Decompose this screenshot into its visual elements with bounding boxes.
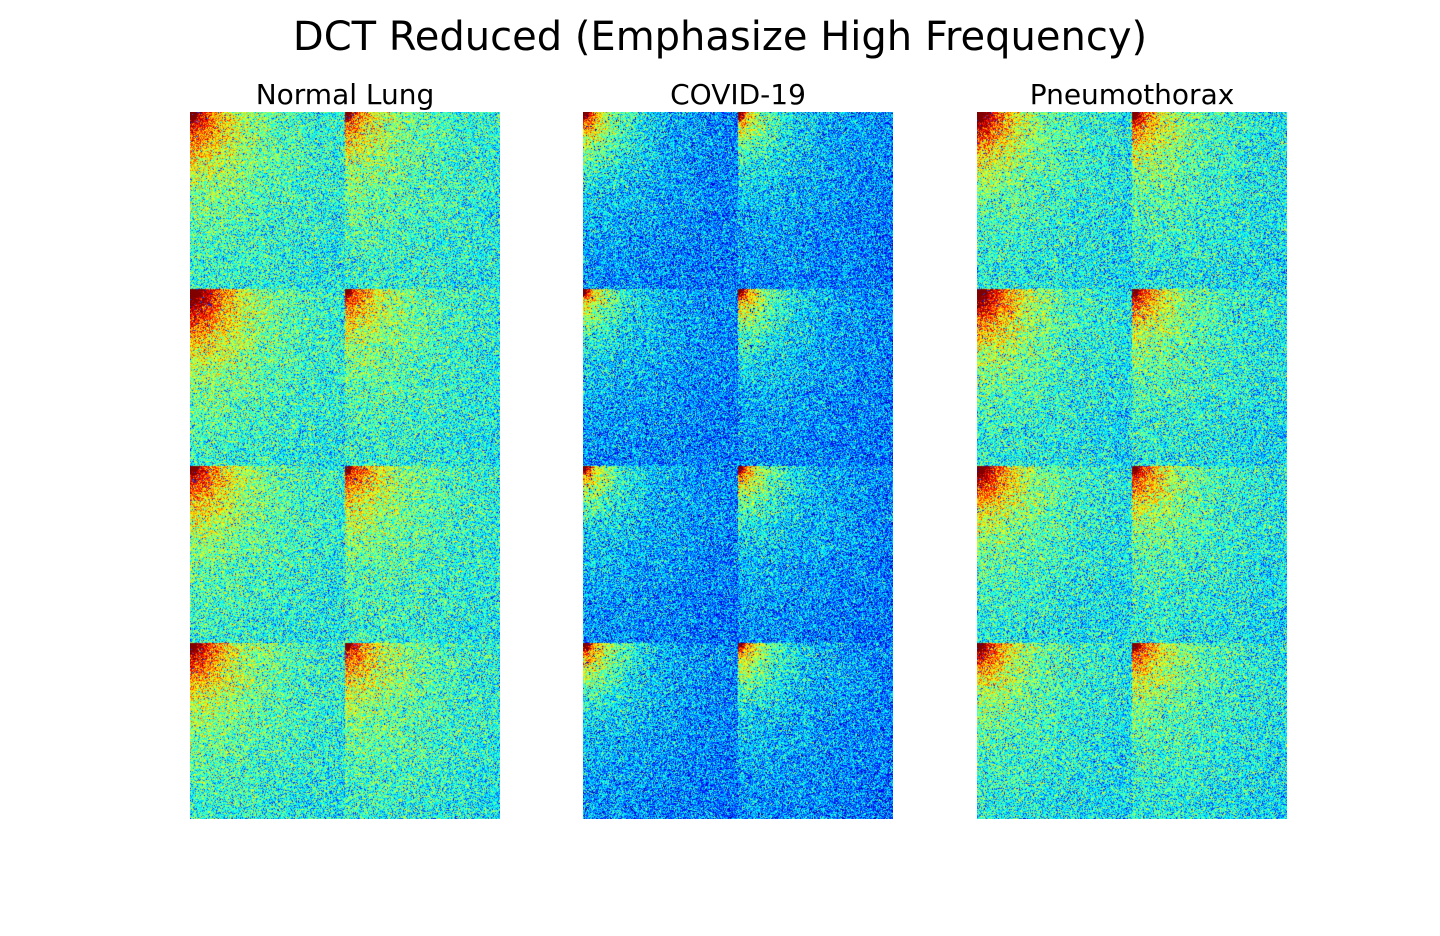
- dct-heatmap-grid: [583, 112, 893, 819]
- dct-heatmap-grid: [190, 112, 500, 819]
- dct-heatmap-grid: [977, 112, 1287, 819]
- panel-title: Pneumothorax: [1029, 78, 1235, 111]
- panel-title: Normal Lung: [255, 78, 435, 111]
- panel-pneumothorax: Pneumothorax: [977, 78, 1287, 819]
- figure-title: DCT Reduced (Emphasize High Frequency): [292, 14, 1148, 60]
- panel-covid-19: COVID-19: [583, 78, 893, 819]
- panel-title: COVID-19: [670, 78, 806, 111]
- panel-normal-lung: Normal Lung: [190, 78, 500, 819]
